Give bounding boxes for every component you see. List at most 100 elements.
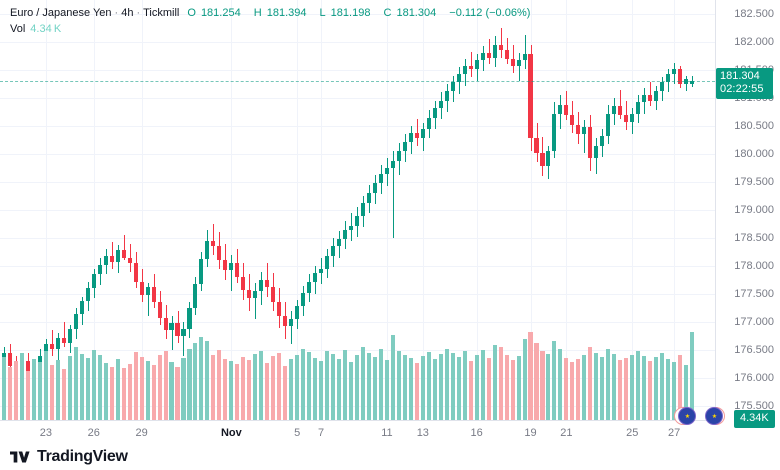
candle-body (618, 106, 623, 115)
candle-body (612, 106, 617, 114)
volume-bar (582, 355, 587, 420)
volume-bar (594, 353, 599, 420)
candle-body (540, 152, 545, 167)
ohlc-close: C 181.304 (383, 7, 437, 19)
candle-body (301, 292, 306, 307)
volume-label[interactable]: Vol (10, 23, 26, 35)
candle-body (37, 355, 42, 368)
volume-bar (49, 365, 54, 420)
volume-bar (540, 351, 545, 420)
candle-body (241, 277, 246, 290)
volume-bar (13, 361, 18, 420)
price-axis-tick: 176.000 (734, 372, 774, 384)
volume-bar (630, 355, 635, 420)
candle-body (480, 53, 485, 60)
price-axis-tick: 178.500 (734, 232, 774, 244)
candle-body (432, 108, 437, 118)
volume-bar (259, 351, 264, 420)
gridline-horizontal (0, 42, 715, 43)
candle-body (570, 114, 575, 125)
gridline-vertical (387, 0, 388, 420)
price-axis[interactable]: 181.304 02:22:55 4.34K 182.500 182.000 181… (716, 0, 780, 428)
price-axis-tick: 178.000 (734, 260, 774, 272)
gridline-horizontal (0, 350, 715, 351)
time-axis[interactable]: 23 26 29 Nov 5 7 11 13 16 19 21 25 27 (0, 421, 715, 445)
candle-wick (231, 254, 232, 292)
candle-body (534, 138, 539, 153)
volume-bar (528, 332, 533, 420)
candle-body (408, 132, 413, 142)
volume-bar (289, 359, 294, 420)
time-axis-tick: Nov (220, 427, 242, 439)
volume-bar (426, 352, 431, 420)
volume-bar (444, 349, 449, 420)
gridline-vertical (321, 0, 322, 420)
volume-bar (474, 355, 479, 420)
legend-separator-2: · (136, 7, 141, 19)
gridline-vertical (94, 0, 95, 420)
gridline-horizontal (0, 322, 715, 323)
volume-bar (325, 351, 330, 420)
volume-bar (462, 351, 467, 420)
candle-body (109, 255, 114, 262)
gridline-vertical (477, 0, 478, 420)
eur-flag-icon-2: ★ (705, 407, 723, 425)
candle-wick (393, 151, 394, 238)
interval-label[interactable]: 4h (121, 7, 134, 19)
candle-wick (64, 322, 65, 348)
ohlc-high: H 181.394 (253, 7, 307, 19)
volume-badge: 4.34K (734, 410, 775, 428)
candle-body (55, 337, 60, 349)
gridline-vertical (231, 0, 232, 420)
tradingview-mark-icon (10, 451, 30, 462)
candle-body (402, 141, 407, 152)
volume-bar (199, 336, 204, 420)
volume-bar (247, 360, 252, 420)
volume-bar (235, 364, 240, 420)
candle-wick (501, 28, 502, 58)
volume-bar (109, 367, 114, 420)
candle-body (7, 352, 12, 366)
candle-body (271, 287, 276, 303)
candle-body (690, 80, 695, 84)
candle-body (247, 289, 252, 299)
gridline-horizontal (0, 238, 715, 239)
volume-bar (19, 353, 24, 420)
price-axis-tick: 182.500 (734, 8, 774, 20)
candle-body (348, 225, 354, 230)
candle-body (582, 127, 587, 135)
symbol-name[interactable]: Euro / Japanese Yen (10, 7, 112, 19)
currency-pair-badge-right[interactable]: ★ (705, 406, 727, 428)
candle-body (456, 74, 461, 83)
candle-body (444, 91, 449, 101)
candle-wick (52, 330, 53, 356)
currency-pair-badge-left[interactable]: ★ (674, 406, 696, 428)
bar-countdown: 02:22:55 (720, 82, 764, 95)
eur-stars-icon: ★ (684, 413, 690, 420)
candle-wick (584, 120, 585, 153)
tradingview-logo[interactable]: TradingView (10, 448, 128, 465)
candle-body (372, 183, 377, 194)
candle-body (510, 58, 515, 66)
candle-body (151, 287, 156, 303)
volume-bar (468, 361, 473, 420)
time-axis-tick: 27 (667, 427, 681, 439)
chart-plot-area[interactable] (0, 0, 715, 420)
volume-bar (85, 358, 90, 420)
candle-body (624, 114, 629, 122)
time-axis-tick: 5 (294, 427, 301, 439)
candle-wick (213, 224, 214, 255)
volume-bar (145, 361, 150, 420)
candle-body (552, 113, 557, 152)
volume-bar (360, 347, 366, 420)
volume-bar (348, 362, 354, 420)
candle-body (115, 250, 120, 262)
tradingview-wordmark: TradingView (37, 448, 128, 465)
volume-bar (450, 353, 455, 420)
time-axis-tick: 21 (560, 427, 573, 439)
broker-label[interactable]: Tickmill (143, 7, 180, 19)
volume-bar (492, 344, 497, 420)
candle-wick (525, 35, 526, 69)
candle-body (121, 250, 126, 258)
gridline-vertical (46, 0, 47, 420)
